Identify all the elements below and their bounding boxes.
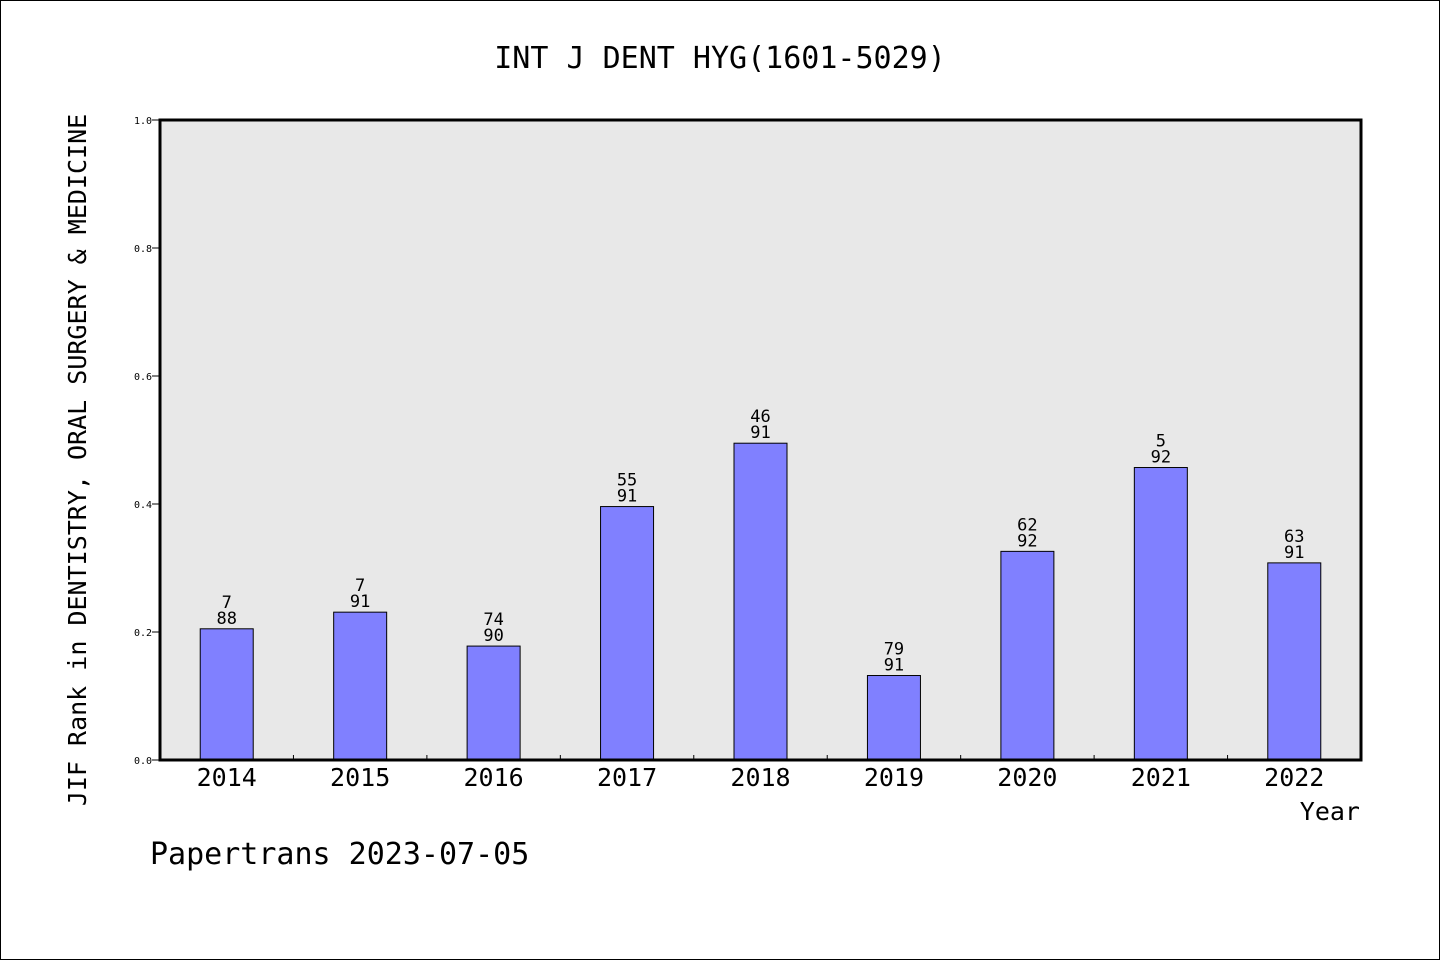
bar-label-rank: 55 — [617, 471, 637, 491]
x-axis: 2014 2015 2016 2017 2018 2019 2020 2021 2022 — [197, 755, 1324, 792]
bar-label-total: 91 — [617, 487, 637, 507]
bar-label-rank: 74 — [483, 610, 503, 630]
y-tick-label: 0.4 — [134, 500, 152, 511]
bar-2021 — [1133, 467, 1188, 761]
x-tick-label: 2016 — [464, 763, 524, 792]
x-tick-label: 2020 — [997, 763, 1057, 792]
y-tick-label: 0.2 — [134, 628, 152, 639]
bar-label-total: 91 — [350, 592, 370, 612]
bar-2020 — [1000, 550, 1055, 761]
bar-2014 — [199, 628, 254, 761]
plot-border — [158, 118, 1363, 762]
bar-label-total: 90 — [483, 626, 503, 646]
x-tick-label: 2017 — [597, 763, 657, 792]
bar-label-total: 91 — [884, 656, 904, 676]
bar-label-rank: 46 — [750, 407, 770, 427]
bar-2015 — [333, 611, 388, 761]
bar-2018 — [733, 442, 788, 761]
x-axis-label: Year — [1300, 797, 1360, 826]
bar-label-rank: 62 — [1017, 515, 1037, 535]
bar-2019 — [866, 675, 921, 761]
bar-label-total: 91 — [1284, 543, 1304, 563]
bar-2016 — [466, 645, 521, 761]
y-tick-label: 0.8 — [134, 244, 152, 255]
bar-label-total: 92 — [1151, 448, 1171, 468]
y-tick-label: 1.0 — [134, 116, 152, 127]
x-tick-label: 2022 — [1264, 763, 1324, 792]
bar-2022 — [1267, 562, 1322, 761]
x-tick-label: 2021 — [1131, 763, 1191, 792]
bar-2017 — [600, 506, 655, 761]
bar-label-total: 88 — [216, 609, 236, 629]
bar-label-rank: 5 — [1156, 432, 1166, 452]
y-tick-label: 0.0 — [134, 756, 152, 767]
y-tick-label: 0.6 — [134, 372, 152, 383]
footer-credit: Papertrans 2023-07-05 — [150, 837, 529, 872]
bar-label-total: 91 — [750, 423, 770, 443]
y-axis-label: JIF Rank in DENTISTRY, ORAL SURGERY & ME… — [63, 114, 92, 806]
bar-label-rank: 63 — [1284, 527, 1304, 547]
x-tick-label: 2019 — [864, 763, 924, 792]
bar-label-rank: 7 — [222, 593, 232, 613]
x-tick-label: 2015 — [330, 763, 390, 792]
chart-title: INT J DENT HYG(1601-5029) — [494, 41, 946, 76]
y-axis: 0.0 0.2 0.4 0.6 0.8 1.0 — [134, 116, 160, 767]
x-tick-label: 2014 — [197, 763, 257, 792]
x-tick-label: 2018 — [730, 763, 790, 792]
bar-label-rank: 7 — [355, 576, 365, 596]
bar-label-rank: 79 — [884, 640, 904, 660]
bar-label-total: 92 — [1017, 531, 1037, 551]
